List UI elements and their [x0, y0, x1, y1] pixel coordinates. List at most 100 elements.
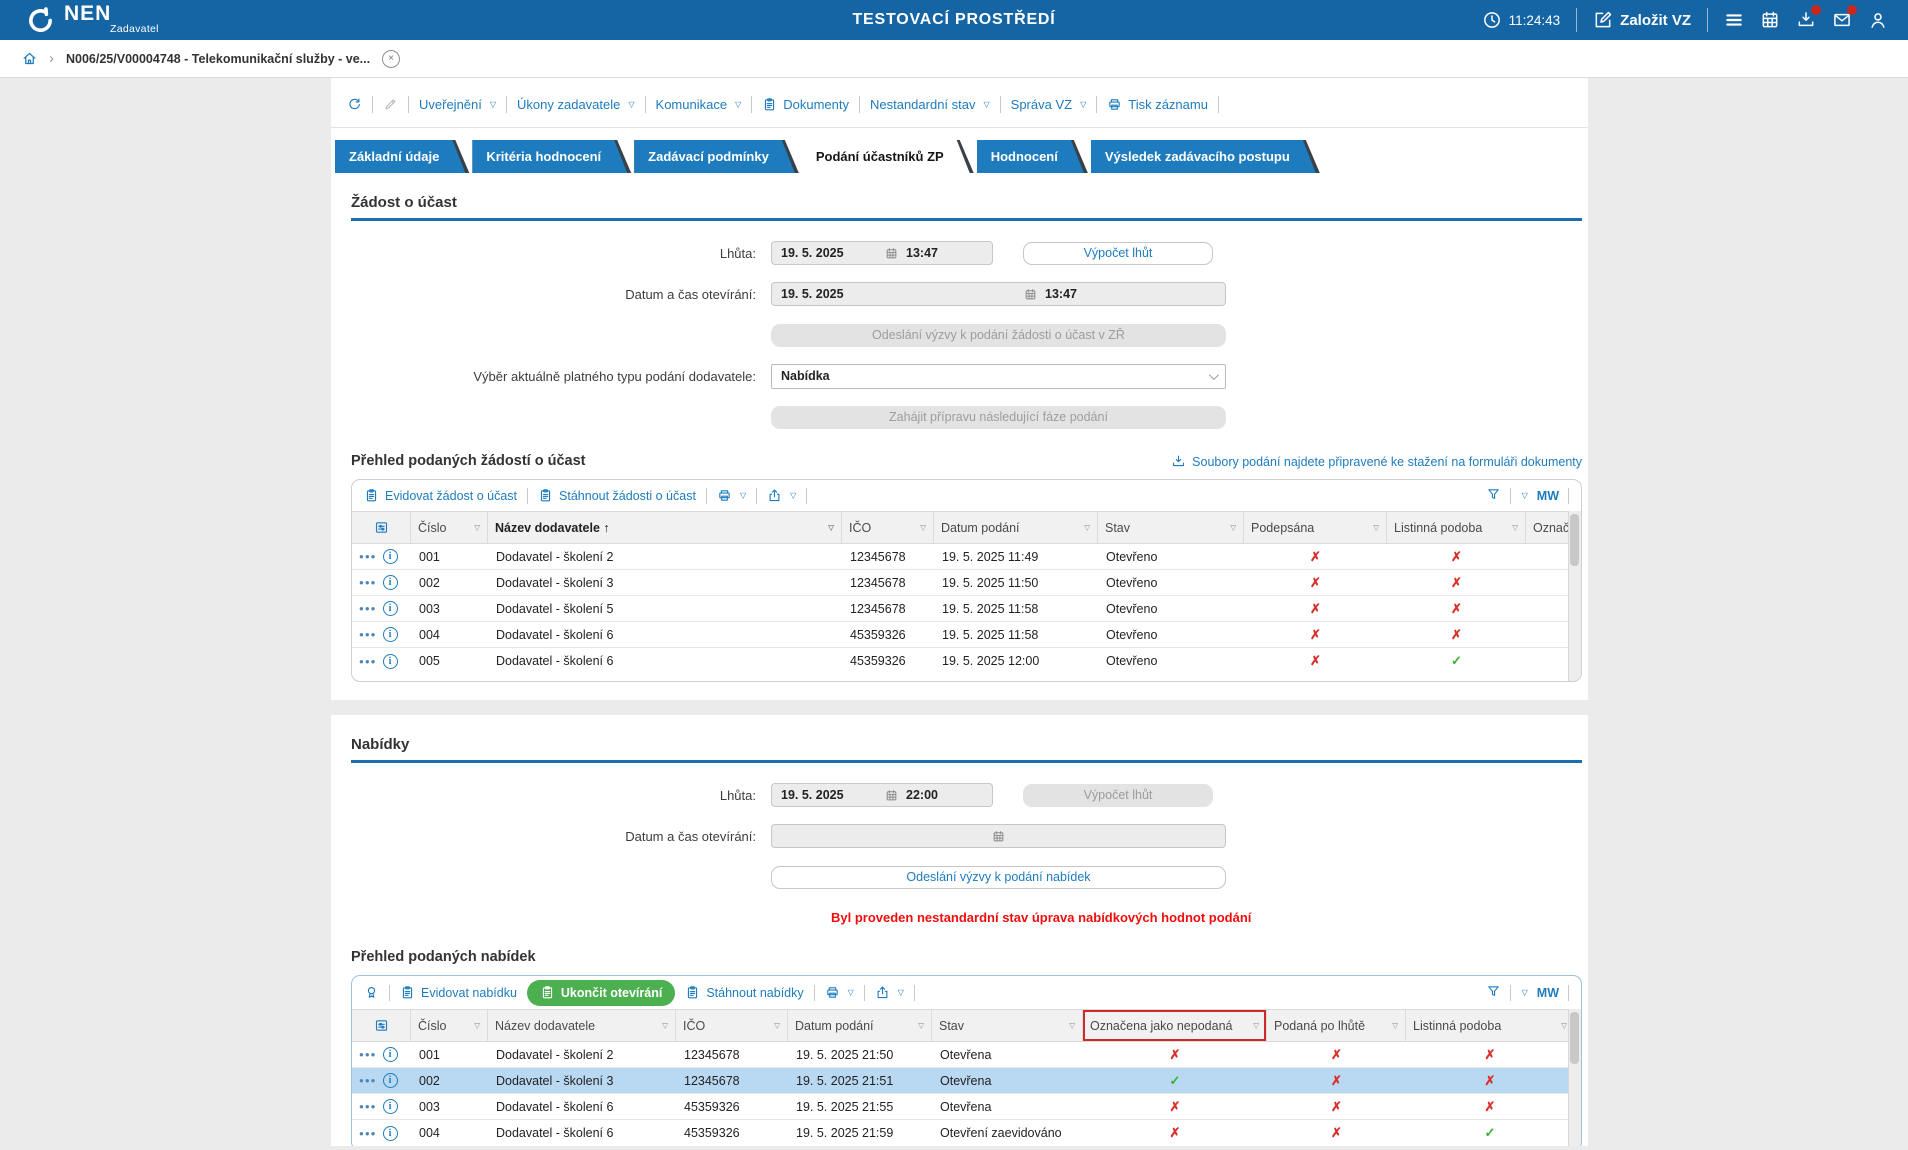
messages-button[interactable] — [1832, 5, 1857, 30]
export-table-button[interactable]: ▽ — [767, 488, 796, 503]
filter-chevron-icon[interactable]: ▽ — [918, 1021, 924, 1030]
nabidky-otevirani-field-empty[interactable] — [771, 824, 1226, 848]
chevron-down-icon[interactable]: ▽ — [1521, 491, 1528, 500]
column-header-nazev[interactable]: Název dodavatele ↑ ▽ — [488, 512, 842, 543]
filter-chevron-icon[interactable]: ▽ — [774, 1021, 780, 1030]
calendar-icon[interactable] — [992, 830, 1005, 843]
row-actions-icon[interactable]: ●●● — [359, 1102, 377, 1111]
zahajit-pripravu-button[interactable]: Zahájit přípravu následující fáze podání — [771, 405, 1226, 429]
tab-kriteria-hodnoceni[interactable]: Kritéria hodnocení — [472, 140, 631, 173]
lhuta-time-value[interactable]: 13:47 — [906, 246, 938, 260]
edit-record-button[interactable] — [383, 97, 398, 112]
tab-vysledek-zadavaciho-postupu[interactable]: Výsledek zadávacího postupu — [1091, 140, 1320, 173]
table-row[interactable]: ●●● i 003 Dodavatel - školení 5 12345678 … — [352, 596, 1581, 622]
filter-chevron-icon[interactable]: ▽ — [1084, 523, 1090, 532]
info-icon[interactable]: i — [382, 627, 398, 642]
filter-button[interactable] — [1486, 487, 1501, 505]
close-tab-button[interactable]: × — [382, 49, 401, 68]
table-row[interactable]: ●●● i 002 Dodavatel - školení 3 12345678 … — [352, 1068, 1574, 1094]
stahnout-nabidky-button[interactable]: Stáhnout nabídky — [685, 985, 804, 1000]
column-header-nazev[interactable]: Název dodavatele ▽ — [488, 1010, 676, 1041]
print-table-button[interactable]: ▽ — [825, 985, 854, 1000]
filter-chevron-icon[interactable]: ▽ — [1373, 523, 1379, 532]
filter-chevron-icon[interactable]: ▽ — [920, 523, 926, 532]
calendar-icon[interactable] — [1024, 288, 1037, 301]
info-icon[interactable]: i — [382, 1047, 398, 1062]
row-actions-icon[interactable]: ●●● — [359, 656, 377, 666]
table-row[interactable]: ●●● i 003 Dodavatel - školení 6 45359326 … — [352, 1094, 1574, 1120]
profile-button[interactable] — [1868, 10, 1888, 30]
menu-dokumenty[interactable]: Dokumenty — [762, 97, 849, 112]
seal-button[interactable] — [364, 985, 379, 1000]
info-icon[interactable]: i — [382, 1073, 398, 1088]
info-icon[interactable]: i — [382, 1099, 398, 1114]
menu-ukony-zadavatele[interactable]: Úkony zadavatele ▽ — [517, 96, 635, 112]
menu-komunikace[interactable]: Komunikace ▽ — [655, 96, 742, 112]
calendar-icon[interactable] — [885, 789, 898, 802]
lhuta-datetime-field[interactable]: 19. 5. 2025 13:47 — [771, 241, 993, 265]
filter-chevron-icon[interactable]: ▽ — [1561, 1021, 1567, 1030]
row-actions-icon[interactable]: ●●● — [359, 552, 377, 561]
filter-chevron-icon[interactable]: ▽ — [474, 1021, 480, 1030]
otevirani-datetime-field[interactable]: 19. 5. 2025 13:47 — [771, 282, 1226, 306]
column-header-podepsana[interactable]: Podepsána ▽ — [1244, 512, 1387, 543]
evidovat-zadost-button[interactable]: Evidovat žádost o účast — [364, 488, 517, 503]
menu-sprava-vz[interactable]: Správa VZ ▽ — [1010, 96, 1087, 112]
odeslani-vyzvy-zadost-button[interactable]: Odeslání výzvy k podání žádosti o účast … — [771, 323, 1226, 347]
menu-button[interactable] — [1724, 10, 1744, 30]
odeslani-vyzvy-nabidky-button[interactable]: Odeslání výzvy k podání nabídek — [771, 865, 1226, 889]
breadcrumb-item[interactable]: N006/25/V00004748 - Telekomunikační služ… — [66, 51, 371, 66]
app-logo[interactable]: NEN Zadavatel — [0, 3, 159, 37]
table-scrollbar[interactable] — [1568, 511, 1581, 681]
table-row[interactable]: ●●● i 004 Dodavatel - školení 6 45359326 … — [352, 622, 1581, 648]
column-header-cislo[interactable]: Číslo ▽ — [411, 1010, 488, 1041]
scrollbar-thumb[interactable] — [1570, 514, 1579, 566]
typ-podani-select[interactable]: Nabídka — [771, 363, 1226, 389]
filter-chevron-icon[interactable]: ▽ — [1230, 523, 1236, 532]
lhuta-time-value[interactable]: 22:00 — [906, 788, 938, 802]
table-scrollbar[interactable] — [1568, 1009, 1581, 1146]
column-header-stav[interactable]: Stav ▽ — [1098, 512, 1244, 543]
chevron-down-icon[interactable]: ▽ — [1521, 988, 1528, 997]
filter-chevron-icon[interactable]: ▽ — [1512, 523, 1518, 532]
ukoncit-otevirani-button[interactable]: Ukončit otevírání — [526, 979, 676, 1006]
evidovat-nabidku-button[interactable]: Evidovat nabídku — [400, 985, 517, 1000]
calendar-icon[interactable] — [885, 247, 898, 260]
column-header-listinna[interactable]: Listinná podoba ▽ — [1413, 1018, 1567, 1033]
filter-chevron-icon[interactable]: ▽ — [828, 523, 834, 532]
vypocet-lhut-button[interactable]: Výpočet lhůt — [1023, 241, 1213, 265]
info-icon[interactable]: i — [382, 1125, 398, 1141]
column-settings-button[interactable] — [352, 1010, 411, 1041]
filter-chevron-icon[interactable]: ▽ — [662, 1021, 668, 1030]
info-icon[interactable]: i — [382, 575, 398, 590]
print-table-button[interactable]: ▽ — [717, 488, 746, 503]
row-actions-icon[interactable]: ●●● — [359, 630, 377, 639]
vypocet-lhut-button-disabled[interactable]: Výpočet lhůt — [1023, 783, 1213, 807]
row-actions-icon[interactable]: ●●● — [359, 1128, 377, 1138]
scrollbar-thumb[interactable] — [1570, 1012, 1579, 1064]
column-header-ico[interactable]: IČO ▽ — [842, 512, 934, 543]
nabidky-lhuta-datetime-field[interactable]: 19. 5. 2025 22:00 — [771, 783, 993, 807]
lhuta-date-value[interactable]: 19. 5. 2025 — [781, 788, 844, 802]
column-settings-button[interactable] — [352, 512, 411, 543]
column-header-stav[interactable]: Stav ▽ — [932, 1010, 1083, 1041]
column-header-datum[interactable]: Datum podání ▽ — [934, 512, 1098, 543]
files-download-link[interactable]: Soubory podání najdete připravené ke sta… — [1171, 454, 1582, 469]
downloads-button[interactable] — [1796, 5, 1821, 30]
filter-chevron-icon[interactable]: ▽ — [1069, 1021, 1075, 1030]
tab-zakladni-udaje[interactable]: Základní údaje — [335, 140, 469, 173]
filter-chevron-icon[interactable]: ▽ — [1392, 1021, 1398, 1030]
filter-chevron-icon[interactable]: ▽ — [474, 523, 480, 532]
tab-hodnoceni[interactable]: Hodnocení — [977, 140, 1088, 173]
row-actions-icon[interactable]: ●●● — [359, 604, 377, 613]
row-actions-icon[interactable]: ●●● — [359, 1076, 377, 1085]
mw-view-toggle[interactable]: MW — [1536, 985, 1559, 1000]
create-vz-button[interactable]: Založit VZ — [1593, 10, 1691, 30]
lhuta-date-value[interactable]: 19. 5. 2025 — [781, 246, 844, 260]
home-button[interactable] — [22, 51, 37, 66]
table-row[interactable]: ●●● i 005 Dodavatel - školení 6 45359326 … — [352, 648, 1581, 674]
row-actions-icon[interactable]: ●●● — [359, 578, 377, 587]
info-icon[interactable]: i — [382, 549, 398, 564]
column-header-listinna[interactable]: Listinná podoba ▽ — [1387, 512, 1526, 543]
stahnout-zadosti-button[interactable]: Stáhnout žádosti o účast — [538, 488, 696, 503]
